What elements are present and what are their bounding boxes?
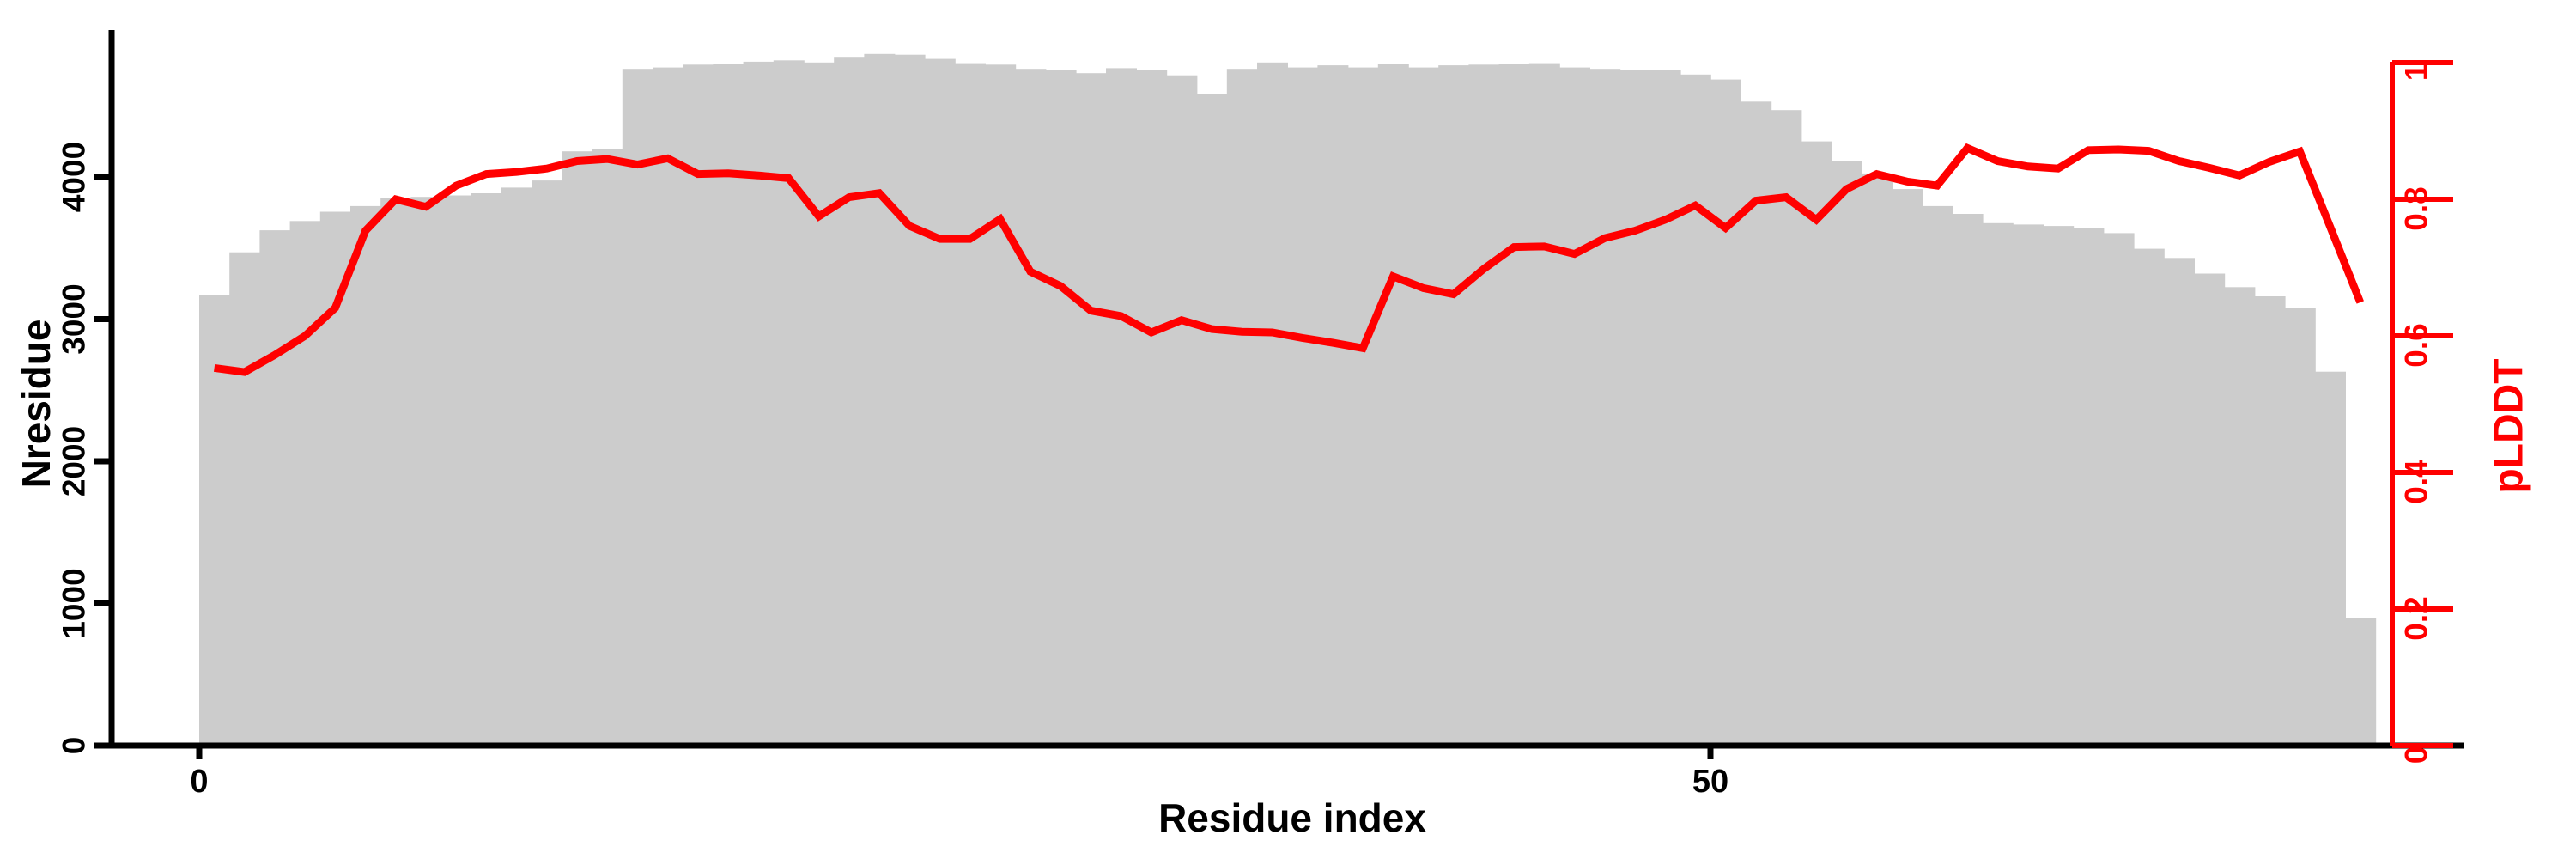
nresidue-bar	[773, 60, 805, 746]
nresidue-bars	[199, 53, 2377, 746]
nresidue-bar	[1831, 161, 1862, 746]
x-tick-label: 0	[190, 764, 208, 800]
nresidue-bar	[1075, 73, 1107, 746]
right-tick-label: 0.8	[2399, 186, 2434, 230]
nresidue-bar	[199, 295, 230, 746]
left-tick-label: 4000	[57, 142, 92, 212]
nresidue-bar	[1982, 222, 2014, 746]
nresidue-bar	[1589, 69, 1621, 746]
nresidue-bar	[2013, 224, 2044, 746]
nresidue-bar	[1166, 75, 1198, 746]
nresidue-bar	[289, 221, 321, 746]
nresidue-bar	[592, 149, 623, 746]
nresidue-bar	[864, 53, 896, 746]
nresidue-bar	[1468, 64, 1500, 746]
left-tick-label: 3000	[57, 283, 92, 354]
nresidue-bar	[1619, 70, 1651, 746]
nresidue-bar	[2073, 228, 2105, 746]
right-tick-label: 0.2	[2399, 596, 2434, 640]
nresidue-bar	[380, 198, 412, 746]
nresidue-bar	[955, 63, 986, 746]
nresidue-bar	[1528, 63, 1560, 746]
right-tick-label: 0.6	[2399, 323, 2434, 367]
left-axis: 0 1000 2000 3000 4000 Nresidue	[14, 30, 115, 755]
plddt-line	[214, 143, 2364, 376]
nresidue-bar	[440, 195, 472, 746]
left-axis-title: Nresidue	[14, 320, 58, 489]
left-tick-label: 1000	[57, 568, 92, 638]
nresidue-bar	[804, 62, 835, 746]
right-axis-title: pLDDT	[2487, 358, 2532, 493]
nresidue-bar	[622, 69, 653, 746]
nresidue-bar	[350, 205, 381, 746]
nresidue-bar	[924, 58, 956, 746]
nresidue-bar	[1015, 69, 1047, 746]
nresidue-bar	[894, 54, 926, 746]
nresidue-bar	[562, 151, 593, 746]
nresidue-bar	[1347, 67, 1379, 746]
nresidue-bar	[501, 187, 532, 746]
nresidue-bar	[2043, 226, 2075, 746]
nresidue-bar	[653, 67, 683, 746]
nresidue-bar	[1317, 65, 1349, 746]
nresidue-bar	[1680, 74, 1711, 746]
nresidue-bar	[1498, 64, 1530, 746]
right-tick-label: 1	[2399, 64, 2434, 82]
nresidue-bar	[2315, 371, 2346, 746]
nresidue-bar	[1408, 67, 1439, 746]
nresidue-bar	[1045, 70, 1077, 746]
nresidue-bar	[1649, 70, 1681, 746]
nresidue-bar	[1196, 94, 1228, 746]
nresidue-bar	[1710, 79, 1741, 746]
nresidue-bar	[713, 64, 744, 746]
nresidue-bar	[471, 193, 502, 746]
nresidue-bar	[532, 180, 563, 746]
nresidue-bar	[1771, 110, 1802, 746]
plddt-line-layer	[214, 143, 2364, 376]
nresidue-bar	[319, 211, 351, 746]
nresidue-bar	[1287, 67, 1319, 746]
nresidue-bar	[683, 64, 714, 746]
nresidue-bar	[1257, 62, 1288, 746]
nresidue-bar	[259, 230, 291, 746]
nresidue-bar	[1862, 173, 1893, 746]
x-axis-title: Residue index	[1158, 795, 1426, 840]
right-tick-label: 0	[2399, 746, 2434, 765]
nresidue-bar	[743, 61, 775, 746]
left-tick-label: 0	[57, 737, 92, 755]
nresidue-bar	[2133, 248, 2165, 746]
nresidue-bar	[1922, 205, 1953, 746]
right-axis: 0 0.2 0.4 0.6 0.8 1 pLDDT	[2390, 60, 2532, 765]
nresidue-bar	[834, 57, 866, 746]
nresidue-bar	[2164, 258, 2195, 746]
nresidue-bar	[2345, 618, 2377, 746]
nresidue-bar	[410, 197, 442, 746]
nresidue-bar	[1377, 64, 1409, 746]
nresidue-bar	[1226, 69, 1258, 746]
nresidue-bar	[2194, 273, 2226, 746]
nresidue-bar	[1136, 70, 1168, 746]
nresidue-bar	[2284, 308, 2316, 746]
left-tick-label: 2000	[57, 426, 92, 497]
nresidue-bar	[1559, 67, 1590, 746]
nresidue-bar	[229, 252, 261, 746]
x-tick-label: 50	[1692, 764, 1728, 800]
nresidue-bar	[1952, 214, 1984, 746]
nresidue-bar	[1438, 65, 1470, 746]
x-axis: 0 50 Residue index	[112, 742, 2464, 840]
nresidue-bar	[985, 64, 1017, 746]
nresidue-bar	[2103, 233, 2135, 746]
nresidue-bar	[1892, 189, 1923, 746]
nresidue-bar	[1801, 141, 1832, 746]
right-tick-label: 0.4	[2399, 460, 2434, 504]
nresidue-bar	[1106, 68, 1137, 746]
nresidue-bar	[2254, 296, 2286, 746]
nresidue-bar	[2224, 287, 2256, 746]
